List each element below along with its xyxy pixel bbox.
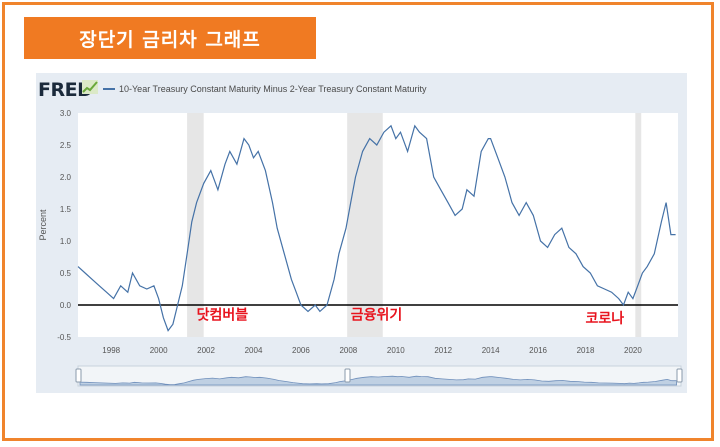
annotation-label: 닷컴버블 [197, 307, 249, 324]
x-tick-label: 2010 [387, 346, 405, 355]
y-tick-label: 3.0 [60, 109, 72, 118]
navigator-left-handle[interactable] [75, 368, 82, 383]
orange-frame [2, 2, 714, 441]
x-tick-label: 2006 [292, 346, 310, 355]
y-tick-label: 2.0 [60, 173, 72, 182]
y-tick-label: 0.0 [60, 301, 72, 310]
x-tick-label: 2012 [434, 346, 452, 355]
series-line [77, 124, 676, 332]
recession-band [347, 113, 383, 337]
navigator-mid-handle[interactable] [344, 368, 351, 383]
x-tick-label: 2020 [624, 346, 642, 355]
fred-logo-chart-icon [82, 80, 98, 94]
x-tick-label: 1998 [102, 346, 120, 355]
x-tick-label: 2014 [482, 346, 500, 355]
x-tick-label: 2002 [197, 346, 215, 355]
chart-legend: 10-Year Treasury Constant Maturity Minus… [103, 84, 426, 94]
x-tick-label: 2018 [577, 346, 595, 355]
navigator-series-area [79, 375, 677, 386]
y-tick-label: 0.5 [60, 269, 72, 278]
legend-label: 10-Year Treasury Constant Maturity Minus… [119, 84, 427, 94]
navigator-right-handle[interactable] [676, 368, 683, 383]
x-tick-label: 2000 [150, 346, 168, 355]
page-title-banner: 장단기 금리차 그래프 [24, 17, 316, 59]
annotation-label: 코로나 [586, 311, 625, 327]
x-tick-label: 2004 [245, 346, 263, 355]
y-tick-label: 1.5 [60, 205, 72, 214]
y-axis-label: Percent [38, 209, 48, 241]
recession-band [187, 113, 204, 337]
x-tick-label: 2008 [339, 346, 357, 355]
fred-logo: FRED [38, 79, 93, 101]
annotation-label: 금융위기 [351, 308, 403, 324]
y-tick-label: -0.5 [57, 333, 71, 342]
y-tick-label: 1.0 [60, 237, 72, 246]
y-tick-label: 2.5 [60, 141, 72, 150]
legend-swatch [103, 88, 115, 90]
recession-band [635, 113, 642, 337]
x-tick-label: 2016 [529, 346, 547, 355]
